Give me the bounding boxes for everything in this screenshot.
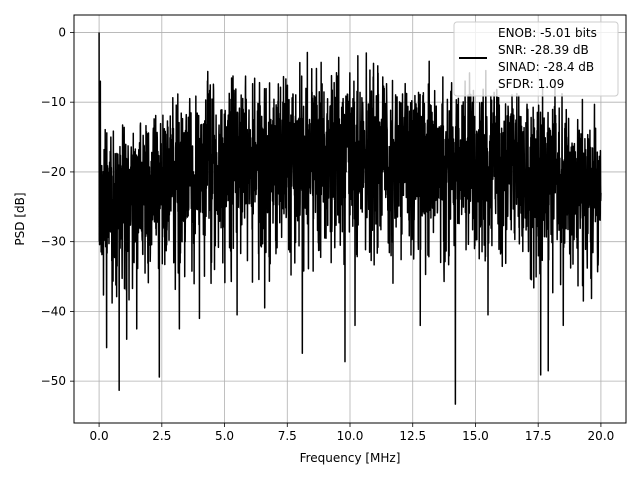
y-tick-label: −30	[41, 235, 66, 249]
x-axis-ticks: 0.0 2.5 5.0 7.5 10.0 12.5 15.0 17.5 20.0	[90, 423, 615, 443]
legend-box	[453, 21, 619, 97]
x-tick-label: 15.0	[462, 429, 489, 443]
psd-series-line	[98, 32, 602, 405]
x-tick-label: 2.5	[152, 429, 171, 443]
x-tick-label: 0.0	[90, 429, 109, 443]
x-axis-label: Frequency [MHz]	[300, 451, 401, 465]
y-tick-label: −10	[41, 95, 66, 109]
y-tick-label: −50	[41, 374, 66, 388]
y-tick-label: −20	[41, 165, 66, 179]
legend: ENOB: -5.01 bits SNR: -28.39 dB SINAD: -…	[453, 21, 619, 97]
x-tick-label: 5.0	[215, 429, 234, 443]
x-tick-label: 10.0	[337, 429, 364, 443]
x-tick-label: 17.5	[525, 429, 552, 443]
y-tick-label: −40	[41, 304, 66, 318]
legend-entry-snr: SNR: -28.39 dB	[498, 43, 589, 57]
legend-entry-enob: ENOB: -5.01 bits	[498, 26, 597, 40]
y-tick-label: 0	[58, 25, 66, 39]
y-axis-label: PSD [dB]	[13, 192, 27, 245]
x-tick-label: 20.0	[588, 429, 615, 443]
y-axis-ticks: 0 −10 −20 −30 −40 −50	[41, 25, 74, 388]
legend-entry-sinad: SINAD: -28.4 dB	[498, 60, 594, 74]
x-tick-label: 7.5	[278, 429, 297, 443]
series-group	[98, 32, 602, 405]
x-tick-label: 12.5	[399, 429, 426, 443]
legend-entry-sfdr: SFDR: 1.09	[498, 77, 564, 91]
